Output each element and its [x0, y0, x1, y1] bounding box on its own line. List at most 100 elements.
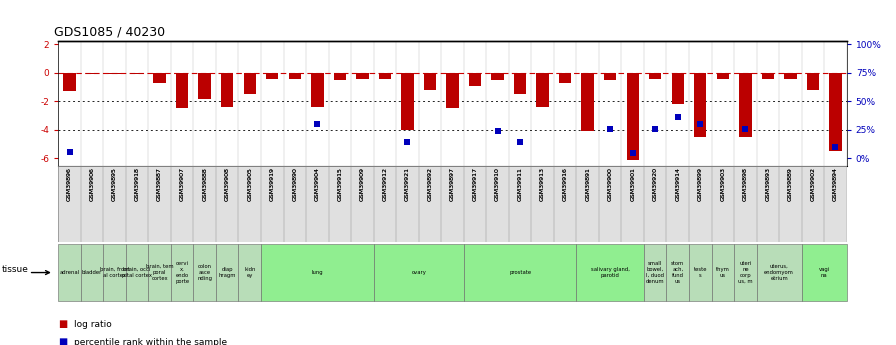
- Text: GSM39904: GSM39904: [314, 167, 320, 201]
- Point: [603, 126, 617, 131]
- Bar: [357, 73, 368, 79]
- Bar: [491, 73, 504, 80]
- Bar: [244, 73, 256, 94]
- Text: GSM39911: GSM39911: [518, 167, 522, 201]
- Text: GSM39918: GSM39918: [134, 167, 140, 201]
- FancyBboxPatch shape: [464, 244, 576, 301]
- Text: GSM39907: GSM39907: [179, 167, 185, 201]
- Text: GSM39893: GSM39893: [765, 167, 771, 201]
- Point: [694, 121, 708, 127]
- Bar: [469, 73, 481, 86]
- FancyBboxPatch shape: [125, 244, 149, 301]
- Bar: [649, 73, 661, 79]
- Bar: [514, 73, 526, 94]
- Text: GSM39897: GSM39897: [450, 167, 455, 201]
- Text: GSM39896: GSM39896: [67, 167, 72, 201]
- Bar: [762, 73, 774, 79]
- Text: GSM39918: GSM39918: [134, 167, 140, 201]
- FancyBboxPatch shape: [194, 244, 216, 301]
- Text: GSM39889: GSM39889: [788, 167, 793, 201]
- Text: GSM39911: GSM39911: [518, 167, 522, 201]
- Text: stom
ach,
fund
us: stom ach, fund us: [671, 262, 685, 284]
- Text: GSM39909: GSM39909: [360, 167, 365, 201]
- Text: thym
us: thym us: [716, 267, 729, 278]
- Point: [648, 126, 662, 131]
- Text: kidn
ey: kidn ey: [244, 267, 255, 278]
- FancyBboxPatch shape: [58, 166, 847, 242]
- Point: [401, 140, 415, 145]
- Text: GSM39887: GSM39887: [157, 167, 162, 201]
- Bar: [176, 73, 188, 108]
- Text: GSM39917: GSM39917: [472, 167, 478, 201]
- Text: GSM39895: GSM39895: [112, 167, 117, 201]
- Text: tissue: tissue: [2, 265, 29, 274]
- Bar: [64, 73, 75, 91]
- Text: GSM39899: GSM39899: [698, 167, 702, 201]
- FancyBboxPatch shape: [171, 244, 194, 301]
- Text: GSM39908: GSM39908: [225, 167, 229, 201]
- Text: GSM39887: GSM39887: [157, 167, 162, 201]
- FancyBboxPatch shape: [756, 244, 802, 301]
- FancyBboxPatch shape: [734, 244, 756, 301]
- FancyBboxPatch shape: [711, 244, 734, 301]
- Bar: [446, 73, 459, 108]
- Text: vagi
na: vagi na: [819, 267, 830, 278]
- Bar: [806, 73, 819, 90]
- Text: brain, occi
pital cortex: brain, occi pital cortex: [122, 267, 152, 278]
- Text: GSM39906: GSM39906: [90, 167, 95, 201]
- Text: uteri
ne
corp
us, m: uteri ne corp us, m: [738, 262, 753, 284]
- Text: GSM39915: GSM39915: [337, 167, 342, 201]
- Text: GSM39892: GSM39892: [427, 167, 433, 201]
- Bar: [199, 73, 211, 99]
- Text: GSM39919: GSM39919: [270, 167, 275, 201]
- Bar: [559, 73, 572, 83]
- Text: ■: ■: [58, 319, 67, 329]
- Text: GSM39900: GSM39900: [607, 167, 613, 201]
- FancyBboxPatch shape: [149, 244, 171, 301]
- Text: GSM39900: GSM39900: [607, 167, 613, 201]
- Text: percentile rank within the sample: percentile rank within the sample: [74, 338, 228, 345]
- Text: GSM39901: GSM39901: [630, 167, 635, 201]
- Text: GSM39920: GSM39920: [652, 167, 658, 201]
- Bar: [311, 73, 323, 107]
- Point: [738, 126, 753, 131]
- Text: GSM39899: GSM39899: [698, 167, 702, 201]
- Bar: [537, 73, 548, 107]
- Bar: [333, 73, 346, 80]
- FancyBboxPatch shape: [576, 244, 644, 301]
- Text: GSM39921: GSM39921: [405, 167, 410, 201]
- FancyBboxPatch shape: [238, 244, 261, 301]
- Point: [513, 140, 527, 145]
- Bar: [401, 73, 414, 130]
- Bar: [379, 73, 391, 79]
- Text: prostate: prostate: [509, 270, 531, 275]
- Text: GSM39909: GSM39909: [360, 167, 365, 201]
- Bar: [784, 73, 797, 79]
- Text: lung: lung: [312, 270, 323, 275]
- Bar: [672, 73, 684, 104]
- Text: GSM39888: GSM39888: [202, 167, 207, 201]
- Text: GSM39915: GSM39915: [337, 167, 342, 201]
- Text: GSM39917: GSM39917: [472, 167, 478, 201]
- Text: small
bowel,
I, duod
denum: small bowel, I, duod denum: [646, 262, 665, 284]
- Text: GSM39898: GSM39898: [743, 167, 748, 201]
- Point: [310, 121, 324, 127]
- Point: [670, 115, 685, 120]
- Text: brain, front
al cortex: brain, front al cortex: [99, 267, 129, 278]
- FancyBboxPatch shape: [81, 244, 103, 301]
- Bar: [153, 73, 166, 83]
- Text: GSM39913: GSM39913: [540, 167, 545, 201]
- Text: GSM39903: GSM39903: [720, 167, 726, 201]
- Text: teste
s: teste s: [694, 267, 707, 278]
- FancyBboxPatch shape: [216, 244, 238, 301]
- Text: GSM39914: GSM39914: [676, 167, 680, 201]
- Bar: [717, 73, 729, 79]
- FancyBboxPatch shape: [58, 244, 81, 301]
- Bar: [694, 73, 706, 137]
- Text: GSM39910: GSM39910: [495, 167, 500, 201]
- FancyBboxPatch shape: [667, 244, 689, 301]
- Text: GSM39907: GSM39907: [179, 167, 185, 201]
- Text: GDS1085 / 40230: GDS1085 / 40230: [55, 26, 166, 39]
- Text: GSM39912: GSM39912: [383, 167, 387, 201]
- Text: adrenal: adrenal: [59, 270, 80, 275]
